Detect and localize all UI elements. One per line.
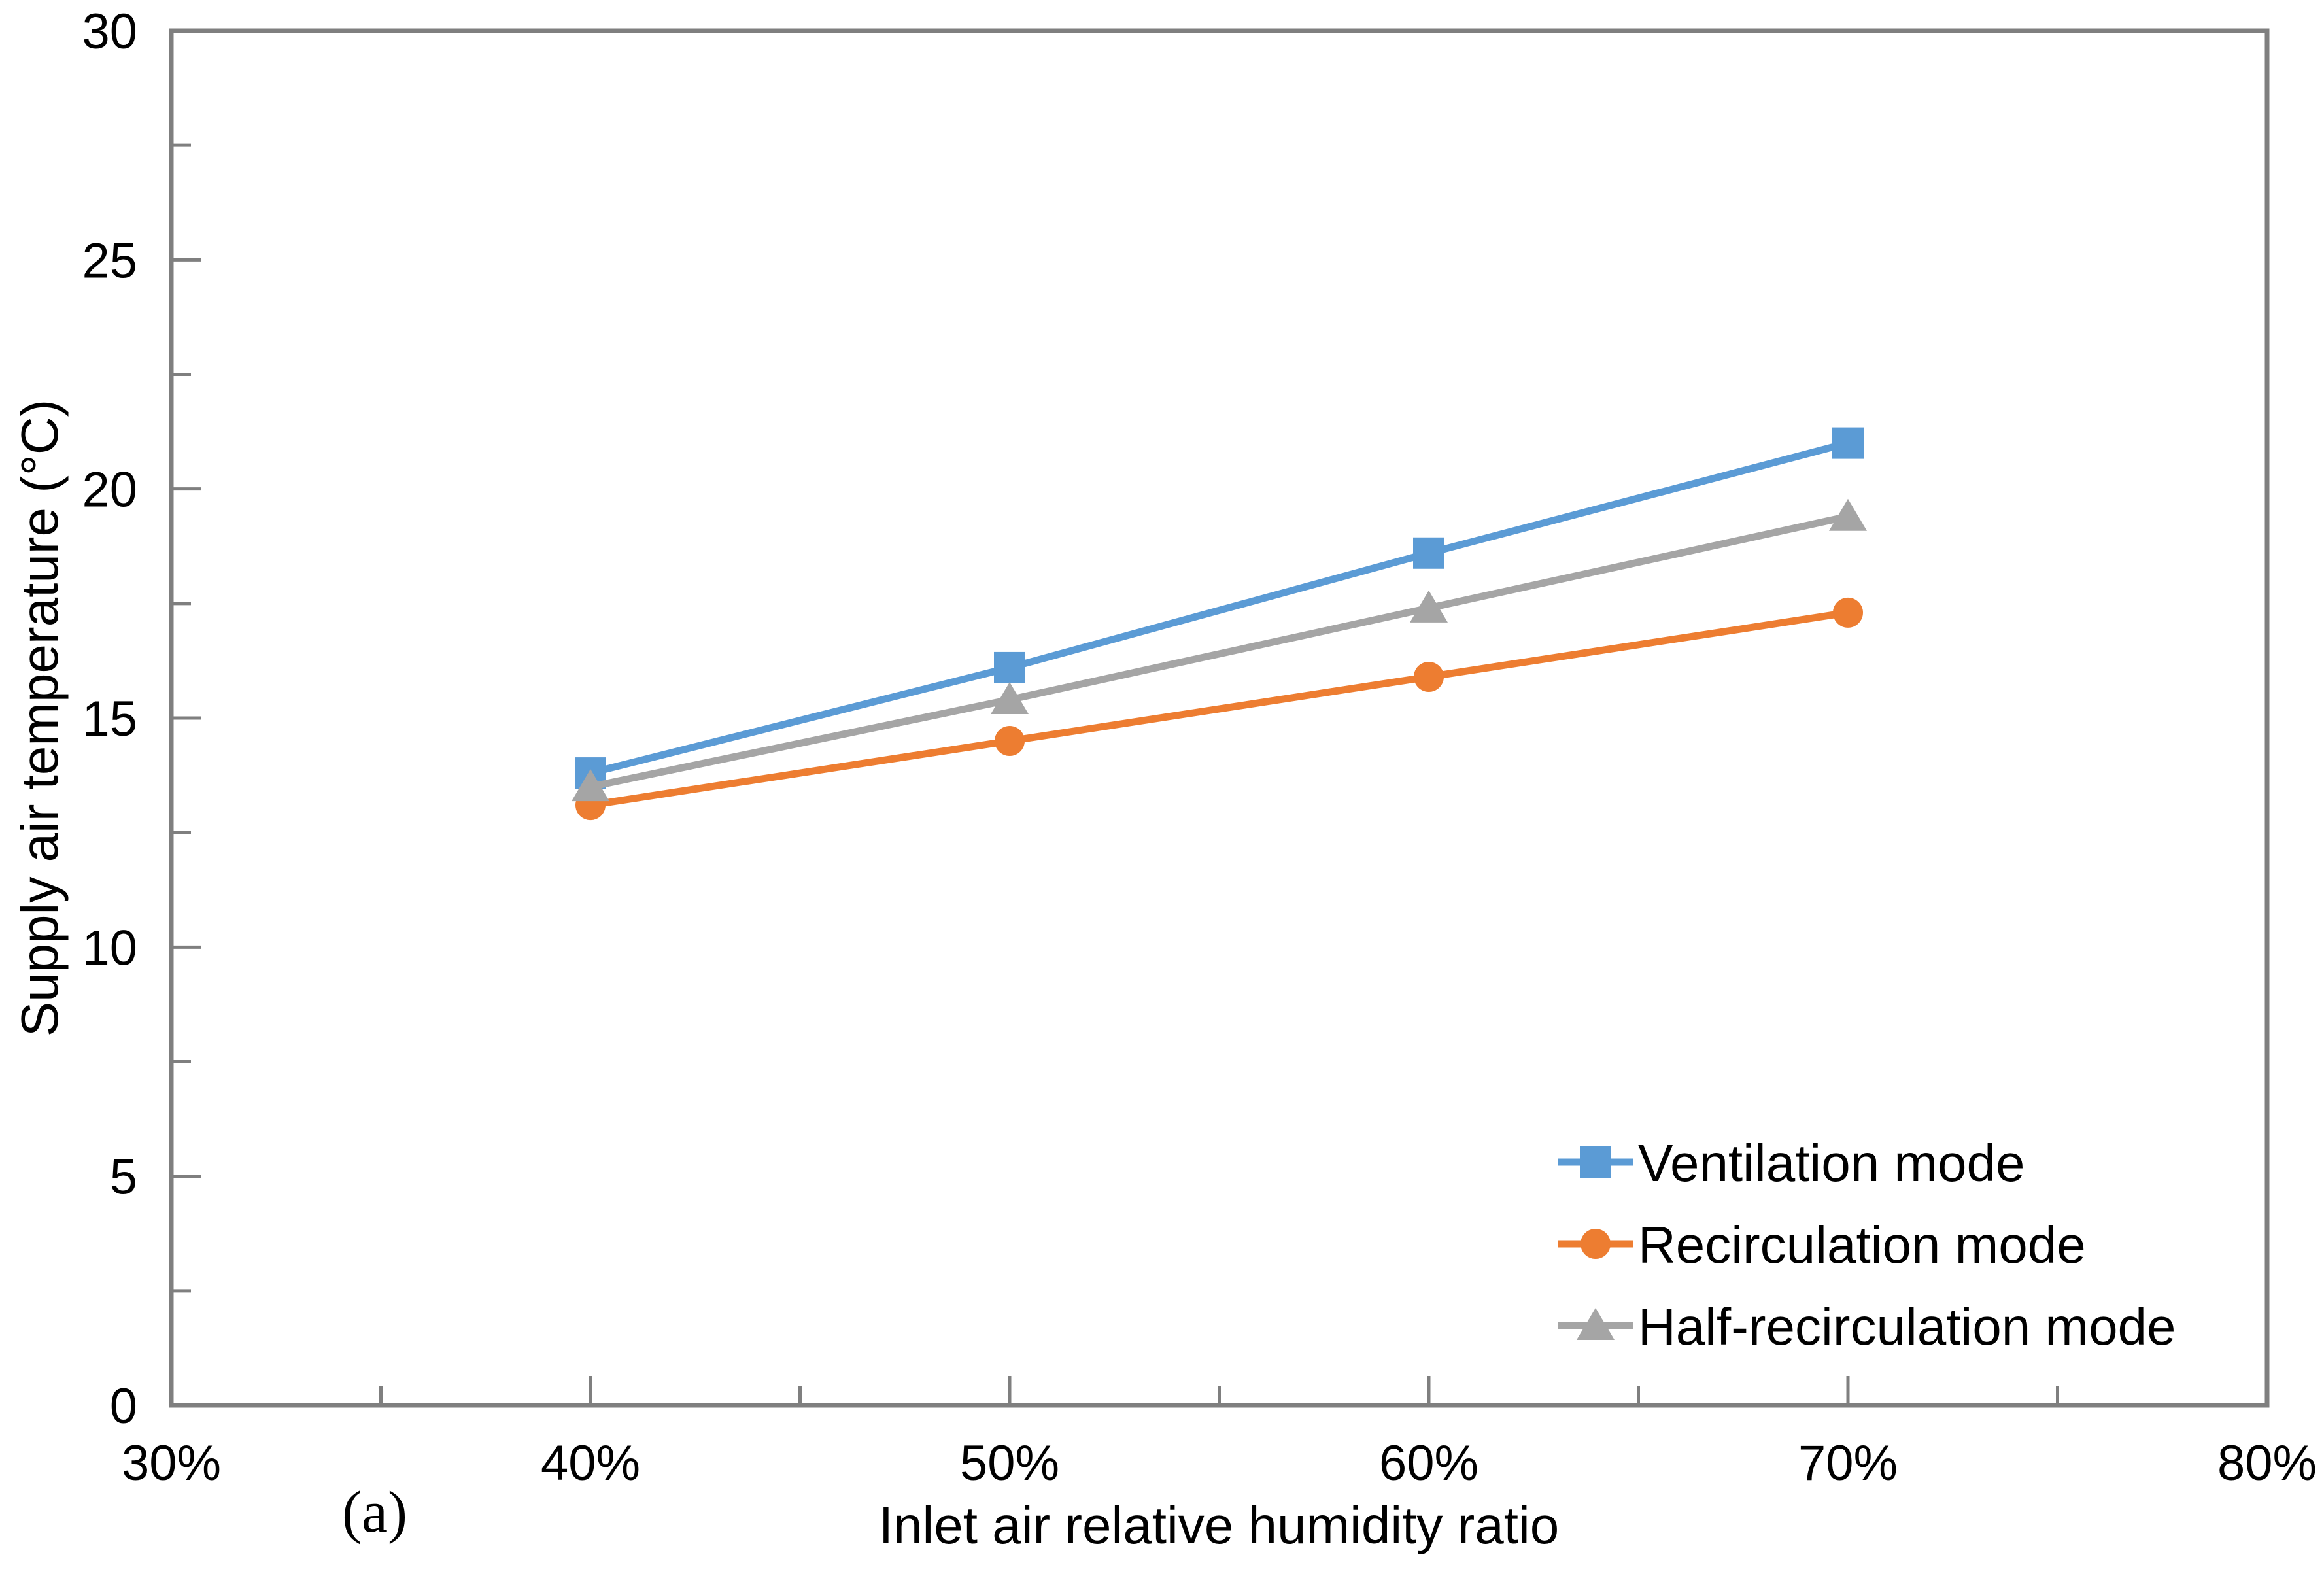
y-axis-tick-labels: 0 5 10 15 20 25 30 — [82, 4, 137, 1434]
series-line-half-recirculation-mode — [587, 513, 1852, 791]
y-tick-label: 30 — [82, 4, 137, 60]
data-series — [572, 427, 1867, 821]
marker-recirculation-mode — [1833, 597, 1863, 628]
panel-label: (a) — [342, 1480, 407, 1545]
legend: Ventilation mode Recirculation mode Half-r… — [1558, 1134, 2176, 1356]
x-axis-tick-labels: 30% 40% 50% 60% 70% 80% — [122, 1435, 2317, 1491]
legend-label-half-recirculation-mode: Half-recirculation mode — [1638, 1297, 2176, 1356]
y-tick-label: 20 — [82, 462, 137, 518]
marker-half-recirculation-mode — [572, 769, 609, 802]
legend-marker-recirculation-mode — [1581, 1229, 1611, 1259]
plot-area-border — [169, 28, 2270, 1408]
legend-item-ventilation-mode: Ventilation mode — [1558, 1134, 2025, 1192]
marker-ventilation-mode — [994, 651, 1025, 683]
legend-label-ventilation-mode: Ventilation mode — [1638, 1134, 2025, 1192]
y-tick-label: 25 — [82, 233, 137, 288]
y-axis-ticks — [171, 143, 201, 1293]
marker-half-recirculation-mode — [1410, 590, 1448, 623]
x-tick-label: 70% — [1798, 1435, 1898, 1491]
y-tick-label: 0 — [110, 1379, 137, 1434]
y-tick-label: 5 — [110, 1150, 137, 1205]
legend-item-half-recirculation-mode: Half-recirculation mode — [1558, 1297, 2176, 1356]
marker-ventilation-mode — [1832, 427, 1864, 459]
legend-marker-half-recirculation-mode — [1577, 1308, 1615, 1340]
x-tick-label: 50% — [960, 1435, 1059, 1491]
x-tick-label: 80% — [2217, 1435, 2317, 1491]
x-tick-label: 40% — [541, 1435, 640, 1491]
marker-half-recirculation-mode — [991, 681, 1029, 714]
marker-half-recirculation-mode — [1829, 498, 1867, 531]
marker-recirculation-mode — [1414, 661, 1444, 692]
y-tick-label: 15 — [82, 691, 137, 747]
y-axis-title: Supply air temperature (°C) — [10, 400, 69, 1037]
legend-marker-ventilation-mode — [1580, 1146, 1611, 1178]
y-tick-label: 10 — [82, 920, 137, 976]
legend-item-recirculation-mode: Recirculation mode — [1558, 1216, 2086, 1274]
x-axis-title: Inlet air relative humidity ratio — [879, 1496, 1559, 1554]
marker-recirculation-mode — [995, 726, 1025, 757]
series-line-recirculation-mode — [587, 609, 1852, 809]
x-tick-label: 30% — [122, 1435, 221, 1491]
x-axis-ticks — [379, 1376, 2059, 1405]
marker-ventilation-mode — [1413, 537, 1444, 569]
legend-label-recirculation-mode: Recirculation mode — [1638, 1216, 2086, 1274]
x-tick-label: 60% — [1379, 1435, 1478, 1491]
series-line-ventilation-mode — [587, 439, 1852, 777]
